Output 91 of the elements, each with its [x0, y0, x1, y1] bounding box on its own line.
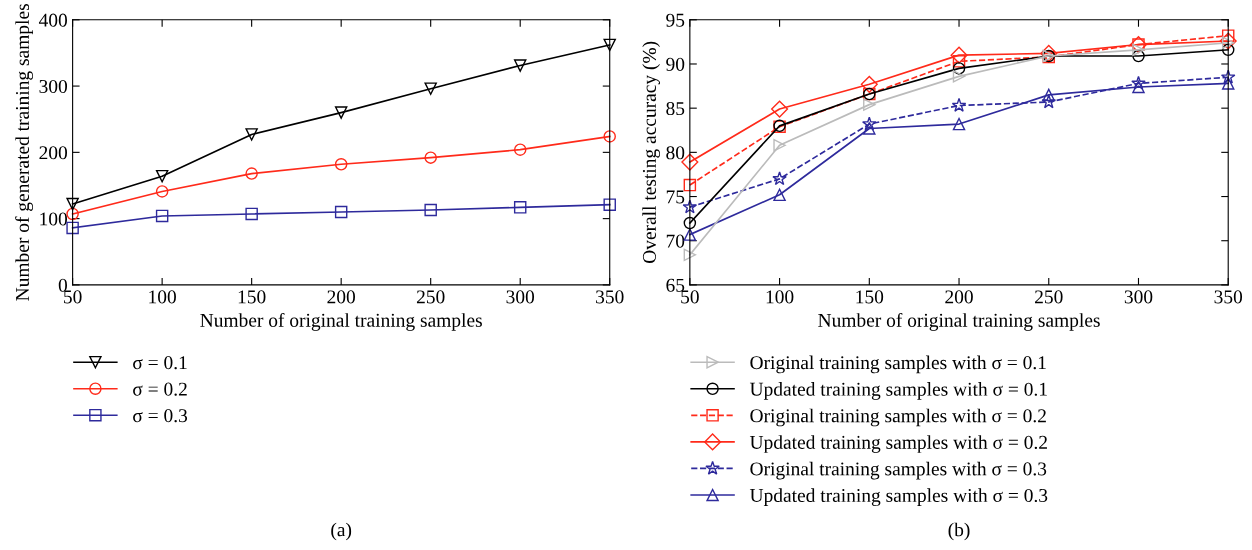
legend-label: Original training samples with σ = 0.2: [750, 408, 1046, 427]
x-tick-label: 50: [681, 290, 699, 304]
x-tick-label: 300: [506, 290, 535, 304]
y-axis-title: Overall testing accuracy (%): [642, 41, 660, 264]
point: [1041, 94, 1057, 109]
point: [334, 205, 348, 219]
y-tick-label: 300: [39, 79, 68, 94]
point: [1131, 75, 1146, 90]
point: [334, 158, 348, 171]
point: [1219, 32, 1237, 50]
point: [683, 178, 697, 192]
x-tick-label: 300: [1124, 290, 1153, 304]
point: [513, 201, 527, 214]
point: [1221, 36, 1235, 50]
x-tick-label: 100: [149, 290, 176, 304]
text: (b): [948, 522, 970, 541]
point: [513, 143, 527, 156]
point: [860, 75, 878, 93]
point: [603, 38, 616, 52]
x-tick-label: 50: [64, 290, 82, 304]
legend-label: Updated training samples with σ = 0.1: [749, 382, 1047, 400]
y-tick-label: 0: [58, 278, 68, 292]
point: [603, 130, 616, 143]
x-tick-label: 200: [327, 290, 356, 304]
x-tick-label: 250: [1035, 290, 1063, 304]
x-tick-label: 200: [945, 290, 973, 304]
x-tick-label: 150: [238, 290, 266, 304]
point: [245, 167, 258, 180]
point: [155, 209, 169, 223]
x-tick-label: 350: [596, 290, 624, 304]
y-axis-title: Number of generated training samples: [15, 4, 34, 301]
point: [66, 197, 79, 211]
y-tick-label: 70: [666, 234, 685, 248]
point: [683, 216, 697, 230]
y-tick-label: 400: [38, 13, 68, 27]
y-tick-label: 75: [666, 190, 685, 204]
point: [773, 139, 786, 152]
x-axis-title: Number of original training samples: [818, 312, 1100, 331]
point: [513, 59, 527, 72]
point: [1132, 80, 1145, 94]
point: [66, 207, 79, 221]
point: [862, 116, 877, 131]
point: [155, 169, 169, 183]
point: [1042, 88, 1056, 102]
point: [772, 171, 787, 186]
x-tick-label: 350: [1214, 290, 1243, 304]
text: (a): [331, 522, 352, 541]
legend-label: Original training samples with σ = 0.3: [750, 461, 1047, 480]
x-tick-label: 150: [856, 290, 884, 304]
point: [773, 188, 786, 202]
y-tick-label: 65: [666, 278, 685, 292]
legend-label: Original training samples with σ = 0.1: [750, 355, 1046, 374]
legend-label: σ = 0.2: [133, 382, 187, 396]
point: [1221, 77, 1235, 90]
y-tick-label: 200: [39, 146, 68, 160]
y-tick-label: 100: [40, 212, 68, 226]
legend-label: Updated training samples with σ = 0.2: [749, 435, 1047, 453]
point: [1221, 29, 1235, 42]
point: [683, 228, 697, 241]
point: [950, 46, 968, 64]
point: [683, 248, 697, 262]
point: [952, 117, 966, 131]
point: [245, 207, 258, 221]
point: [1220, 69, 1236, 84]
x-axis-title: Number of original training samples: [200, 312, 482, 331]
point: [1221, 43, 1235, 57]
y-tick-label: 80: [666, 146, 685, 160]
point: [424, 203, 437, 217]
point: [1132, 49, 1145, 63]
point: [863, 98, 876, 111]
point: [424, 151, 437, 164]
legend-label: σ = 0.1: [133, 356, 187, 370]
point: [66, 221, 79, 235]
point: [1040, 44, 1058, 62]
point: [771, 100, 789, 118]
point: [155, 185, 169, 198]
y-tick-label: 95: [666, 13, 685, 27]
y-tick-label: 85: [666, 101, 685, 116]
legend-label: σ = 0.3: [133, 409, 188, 423]
x-tick-label: 100: [766, 290, 794, 304]
point: [952, 55, 966, 68]
point: [424, 82, 437, 95]
x-tick-label: 250: [416, 290, 445, 304]
point: [952, 62, 966, 75]
y-tick-label: 90: [666, 57, 685, 71]
point: [952, 70, 966, 83]
point: [951, 97, 967, 112]
point: [245, 128, 258, 141]
legend-label: Updated training samples with σ = 0.3: [749, 488, 1048, 507]
point: [334, 106, 348, 119]
point: [603, 198, 616, 211]
